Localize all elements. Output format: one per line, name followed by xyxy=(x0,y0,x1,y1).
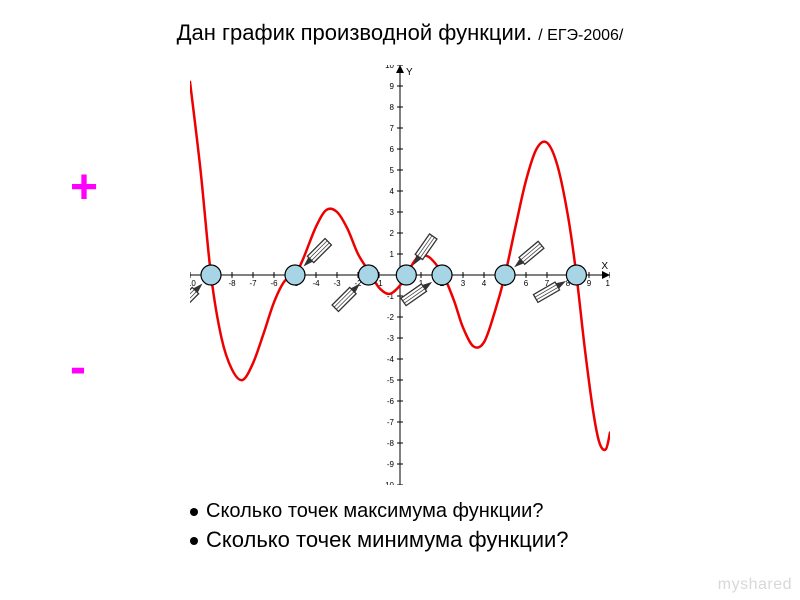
svg-text:5: 5 xyxy=(390,166,395,175)
page-title: Дан график производной функции. / ЕГЭ-20… xyxy=(0,20,800,46)
svg-text:-4: -4 xyxy=(387,355,395,364)
svg-text:10: 10 xyxy=(606,279,610,288)
title-sub: / ЕГЭ-2006/ xyxy=(538,27,623,44)
svg-text:10: 10 xyxy=(385,65,394,70)
svg-text:4: 4 xyxy=(390,187,395,196)
svg-text:-6: -6 xyxy=(270,279,278,288)
svg-text:9: 9 xyxy=(587,279,592,288)
svg-text:-10: -10 xyxy=(382,481,394,485)
svg-text:4: 4 xyxy=(482,279,487,288)
svg-text:Y: Y xyxy=(406,67,413,78)
svg-text:-4: -4 xyxy=(312,279,320,288)
svg-text:7: 7 xyxy=(390,124,395,133)
svg-text:-10: -10 xyxy=(190,279,196,288)
svg-text:8: 8 xyxy=(390,103,395,112)
svg-text:-3: -3 xyxy=(333,279,341,288)
svg-text:-8: -8 xyxy=(387,439,395,448)
questions-block: Сколько точек максимума функции? Сколько… xyxy=(190,500,569,553)
svg-text:-7: -7 xyxy=(387,418,395,427)
bullet-icon xyxy=(190,508,198,516)
derivative-chart: -10-9-8-7-6-5-4-3-2-112345678910-10-9-8-… xyxy=(190,65,610,485)
svg-text:X: X xyxy=(601,261,608,272)
svg-text:3: 3 xyxy=(390,208,395,217)
title-main: Дан график производной функции. xyxy=(177,20,533,45)
svg-text:2: 2 xyxy=(390,229,395,238)
question-1: Сколько точек максимума функции? xyxy=(190,500,569,523)
svg-text:-5: -5 xyxy=(387,376,395,385)
svg-text:-7: -7 xyxy=(249,279,257,288)
svg-text:-9: -9 xyxy=(387,460,395,469)
svg-text:3: 3 xyxy=(461,279,466,288)
minus-label: - xyxy=(70,340,86,395)
svg-text:-2: -2 xyxy=(387,313,395,322)
svg-text:6: 6 xyxy=(524,279,529,288)
svg-text:1: 1 xyxy=(390,250,395,259)
question-2: Сколько точек минимума функции? xyxy=(190,527,569,553)
svg-text:6: 6 xyxy=(390,145,395,154)
svg-text:-6: -6 xyxy=(387,397,395,406)
svg-text:-8: -8 xyxy=(228,279,236,288)
plus-label: + xyxy=(70,160,98,215)
svg-text:9: 9 xyxy=(390,82,395,91)
svg-text:-3: -3 xyxy=(387,334,395,343)
watermark: myshared xyxy=(718,576,792,594)
bullet-icon xyxy=(190,537,198,545)
